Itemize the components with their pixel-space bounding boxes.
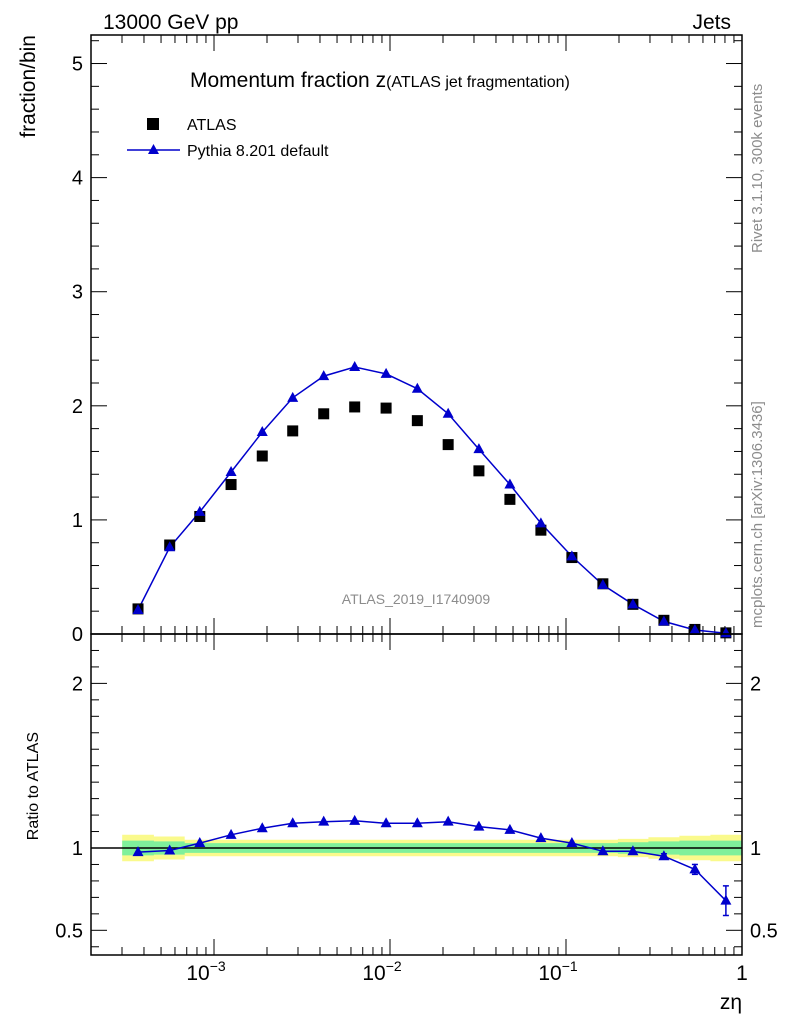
pythia-ratio-point [566,837,578,848]
pythia-point [287,391,299,402]
ratio-y-tick-label: 1 [72,838,83,860]
atlas-data-point [256,450,268,462]
y-tick-label: 3 [72,282,83,304]
header-energy-label: 13000 GeV pp [103,11,238,34]
atlas-data-point [225,479,237,491]
pythia-ratio-point [318,815,330,826]
pythia-ratio-point [256,822,268,833]
x-tick-label: 10−2 [362,958,402,985]
pythia-point [225,465,237,476]
pythia-point [442,407,454,418]
y-tick-label: 4 [72,168,83,190]
x-tick-label-base: 10 [538,962,561,985]
pythia-ratio-point [287,817,299,828]
x-tick-label-base: 10 [362,962,385,985]
legend-pythia-label: Pythia 8.201 default [187,143,329,160]
ratio-uncertainty-bands [91,834,742,862]
pythia-point [132,604,144,615]
y-tick-label: 5 [72,54,83,76]
pythia-point [473,443,485,454]
analysis-watermark: ATLAS_2019_I1740909 [342,591,491,607]
x-tick-label: 10−3 [186,958,226,985]
pythia-point [689,624,701,635]
atlas-data-point [535,524,547,536]
y-tick-label: 1 [72,510,83,532]
pythia-ratio-point [658,850,670,861]
x-tick-label: 10−1 [538,958,578,985]
atlas-data-point [349,401,361,413]
pythia-ratio-point [411,817,423,828]
y-tick-label: 0 [72,624,83,646]
pythia-point [318,370,330,381]
pythia-ratio-point [627,845,639,856]
atlas-data-point [287,425,299,437]
pythia-ratio-point [720,894,732,905]
pythia-point [349,361,361,372]
ratio-y-tick-label-right: 0.5 [750,920,778,942]
main-panel-data [132,361,732,639]
legend-atlas-label: ATLAS [187,117,237,134]
pythia-ratio-point [349,814,361,825]
atlas-data-point [194,510,206,522]
x-axis-label: zη [720,991,742,1014]
pythia-point [256,426,268,437]
pythia-ratio-point [535,832,547,843]
pythia-point [658,615,670,626]
pythia-ratio-line [137,820,727,902]
pythia-point [164,541,176,552]
atlas-data-point [473,465,485,477]
pythia-ratio-point [380,817,392,828]
legend-pythia-marker [148,144,159,154]
pythia-ratio-point [442,815,454,826]
pythia-point [627,598,639,609]
ratio-y-tick-label: 2 [72,673,83,695]
y-axis-label: fraction/bin [17,35,40,138]
legend-atlas-marker [147,118,159,130]
rivet-version-label: Rivet 3.1.10, 300k events [749,84,766,253]
atlas-data-point [411,415,423,427]
ratio-panel-data [132,814,732,917]
ratio-y-tick-label-right: 1 [750,838,761,860]
pythia-ratio-point [164,844,176,855]
chart-title: Momentum fraction z(ATLAS jet fragmentat… [190,69,570,92]
pythia-ratio-point [225,828,237,839]
atlas-data-point [442,439,454,451]
x-tick-label-exponent: −2 [386,958,402,974]
pythia-point [566,550,578,561]
x-tick-label-exponent: −1 [562,958,578,974]
pythia-point [194,505,206,516]
pythia-ratio-point [689,863,701,874]
pythia-point [380,367,392,378]
atlas-data-point [318,408,330,420]
pythia-ratio-point [194,837,206,848]
pythia-point [597,578,609,589]
pythia-ratio-point [504,823,516,834]
x-tick-label-exponent: −3 [210,958,226,974]
pythia-point [411,382,423,393]
ratio-y-tick-label-right: 2 [750,673,761,695]
legend: ATLAS Pythia 8.201 default [127,117,329,160]
pythia-point [535,517,547,528]
mcplots-label: mcplots.cern.ch [arXiv:1306.3436] [749,401,766,628]
x-tick-label-base: 1 [736,962,748,985]
chart-title-main: Momentum fraction z [190,69,386,92]
atlas-data-point [504,493,516,505]
pythia-point [504,478,516,489]
ratio-y-axis-label: Ratio to ATLAS [25,732,42,840]
ratio-y-tick-label: 0.5 [55,920,83,942]
pythia-ratio-point [132,846,144,857]
header-jets-label: Jets [692,11,731,34]
pythia-ratio-point [597,845,609,856]
x-tick-label: 1 [736,962,748,985]
ratio-panel-frame [90,633,743,956]
atlas-data-point [380,402,392,414]
pythia-ratio-point [473,820,485,831]
y-tick-label: 2 [72,396,83,418]
x-tick-label-base: 10 [186,962,209,985]
chart-title-sub: (ATLAS jet fragmentation) [386,74,570,91]
